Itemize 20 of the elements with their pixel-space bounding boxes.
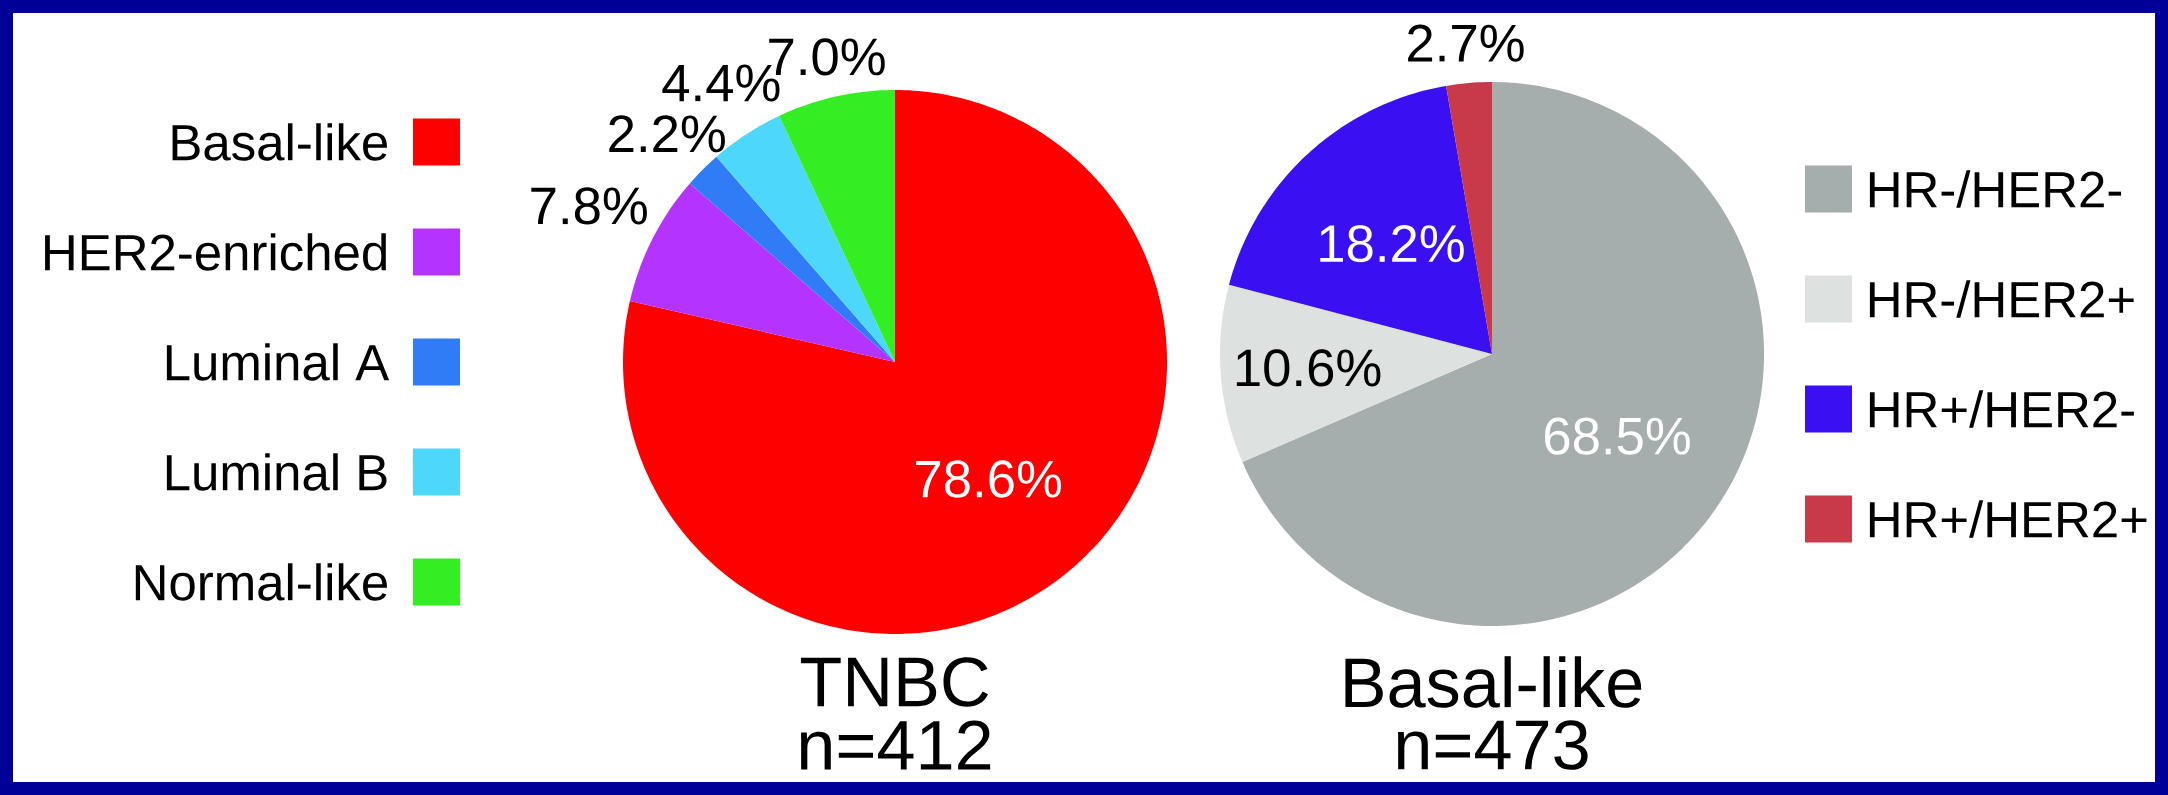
legend-label: HR-/HER2+ <box>1869 280 2134 318</box>
text: n=473 <box>1398 720 1588 770</box>
text: n=412 <box>800 720 991 770</box>
legend-label: HR-/HER2- <box>1869 170 2122 208</box>
legend-label: HR+/HER2+ <box>1869 500 2147 538</box>
data-label: 18.2% <box>1320 225 1464 263</box>
data-label: 2.2% <box>609 115 725 153</box>
data-label: 7.8% <box>531 187 647 225</box>
legend-label: HR+/HER2- <box>1869 390 2134 428</box>
data-label: 10.6% <box>1236 349 1381 387</box>
data-label: 68.5% <box>1545 417 1690 455</box>
data-label: 78.6% <box>916 460 1061 498</box>
legend-label: Luminal A <box>166 343 390 381</box>
legend-label: Luminal B <box>166 453 387 491</box>
legend-label: Basal-like <box>172 123 387 161</box>
text: TNBC <box>800 657 988 707</box>
legend-label: HER2-enriched <box>45 233 386 271</box>
legend-label: Normal-like <box>135 563 387 601</box>
text: Basal-like <box>1345 656 1642 708</box>
data-label: 2.7% <box>1408 24 1524 62</box>
